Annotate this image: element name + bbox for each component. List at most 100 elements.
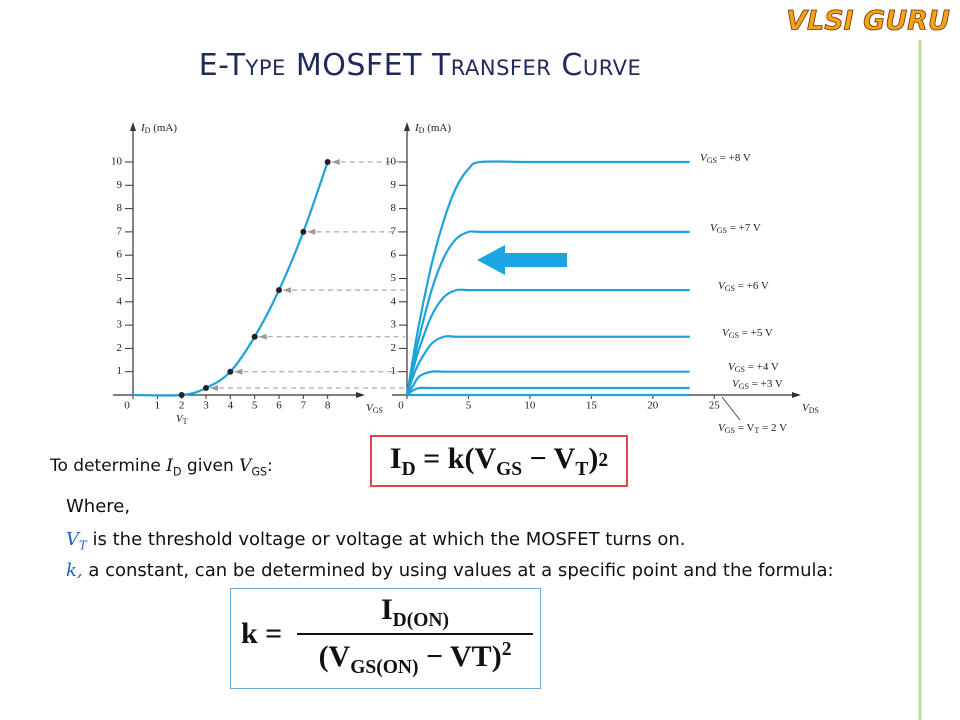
shift-arrow [477, 245, 567, 275]
x-tick-label: 3 [203, 400, 209, 412]
y-tick-label: 7 [391, 225, 397, 237]
numerator: ID(ON) [297, 593, 533, 632]
y-tick-label: 9 [391, 179, 397, 191]
curve [405, 335, 690, 396]
denominator-body: (VGS(ON) − VT) [318, 640, 502, 678]
subscript: D [419, 126, 425, 135]
text-part: = k(V [415, 441, 497, 475]
series-label: VGS = +4 V [728, 361, 779, 374]
subscript: GS [251, 465, 268, 479]
text-part: = +4 V [745, 361, 779, 373]
x-tick-label: 1 [155, 400, 161, 412]
subscript: GS [707, 156, 717, 165]
text-part: − V [522, 441, 576, 475]
guide-arrow [234, 368, 243, 375]
series-label: VGS = +3 V [732, 378, 783, 391]
axis-arrow [130, 122, 136, 131]
series-label: VGS = +6 V [718, 280, 769, 293]
x-tick-label: 4 [228, 400, 234, 412]
subscript: T [575, 458, 589, 480]
text-part: V [710, 222, 718, 234]
y-tick-label: 3 [391, 319, 397, 331]
text-part: I [140, 122, 146, 134]
intro-text: To determine ID given VGS: [50, 456, 273, 478]
text-part: V [722, 327, 730, 339]
text-part: = +8 V [717, 152, 751, 164]
slide-title: E-Type MOSFET Transfer Curve [198, 48, 642, 83]
text-part: V [732, 378, 740, 390]
axis-arrow [404, 122, 410, 131]
y-tick-label: 6 [117, 249, 123, 261]
text-part: : [267, 456, 273, 476]
y-tick-label: 3 [117, 319, 123, 331]
subscript: T [754, 426, 759, 435]
text-part: V [700, 152, 708, 164]
formula-exponent: 2 [598, 450, 609, 471]
text-part: = +3 V [749, 378, 783, 390]
x-tick-label: 25 [709, 400, 721, 412]
text-part: (V [318, 640, 351, 673]
text-part: I [414, 122, 420, 134]
y-tick-label: 5 [117, 272, 123, 284]
formula-exponent: 2 [501, 639, 512, 660]
y-tick-label: 4 [391, 295, 397, 307]
guide-arrow [331, 159, 340, 165]
point [251, 333, 258, 340]
label-pointer [721, 396, 741, 421]
subscript: GS [496, 458, 523, 480]
text-part: is the threshold voltage or voltage at w… [86, 529, 686, 550]
curve [405, 230, 690, 396]
curve [406, 386, 690, 396]
series-label: VGS = VT = 2 V [718, 422, 787, 435]
text-part: (mA) [424, 122, 451, 134]
where-text: Where, [66, 496, 131, 517]
point [178, 392, 185, 398]
subscript: GS [725, 426, 735, 435]
text-part: V [66, 529, 79, 550]
x-axis-label: VDS [802, 402, 819, 415]
x-tick-label: 15 [586, 400, 598, 412]
subscript: T [183, 417, 188, 426]
text-part: = 2 V [759, 422, 787, 434]
text-part: V [802, 402, 810, 414]
subscript: D [145, 126, 151, 135]
subscript: GS [729, 331, 739, 340]
y-tick-label: 9 [117, 179, 123, 191]
y-tick-label: 8 [117, 202, 123, 214]
subscript: T [79, 538, 87, 553]
point [276, 287, 282, 294]
text-part: = +5 V [739, 327, 773, 339]
text-part: I [166, 456, 174, 476]
axis-arrow [792, 392, 801, 398]
subscript: D [173, 465, 182, 479]
x-tick-label: 0 [124, 400, 130, 412]
subscript: GS [739, 382, 749, 391]
y-axis-label: ID (mA) [140, 122, 177, 135]
point [203, 385, 209, 392]
subscript: GS [725, 284, 735, 293]
subscript: D(ON) [392, 610, 449, 631]
vt-text: VT is the threshold voltage or voltage a… [66, 529, 685, 553]
formula-k: k = ID(ON) (VGS(ON) − VT)2 [230, 588, 541, 689]
text-part: (mA) [150, 122, 177, 134]
text-part: = +7 V [727, 222, 761, 234]
text-part: = +6 V [735, 280, 769, 292]
y-tick-label: 10 [111, 156, 123, 168]
formula-lhs: k = [241, 617, 283, 650]
text-part: a constant, can be determined by using v… [82, 560, 834, 581]
x-tick-label: 5 [466, 400, 472, 412]
y-tick-label: 2 [117, 342, 123, 354]
formula-body: ID = k(VGS − VT) [390, 442, 598, 481]
subscript: GS [373, 406, 383, 415]
text-part: given [181, 456, 240, 476]
text-part: I [380, 593, 393, 626]
fraction-bar [297, 633, 533, 635]
text-part: V [718, 422, 726, 434]
text-part: To determine [50, 456, 167, 476]
point [227, 368, 234, 375]
text-part: V [728, 361, 736, 373]
logo: VLSI GURU [786, 6, 950, 37]
curve [132, 161, 329, 397]
subscript: GS [735, 365, 745, 374]
text-part: = V [735, 422, 755, 434]
